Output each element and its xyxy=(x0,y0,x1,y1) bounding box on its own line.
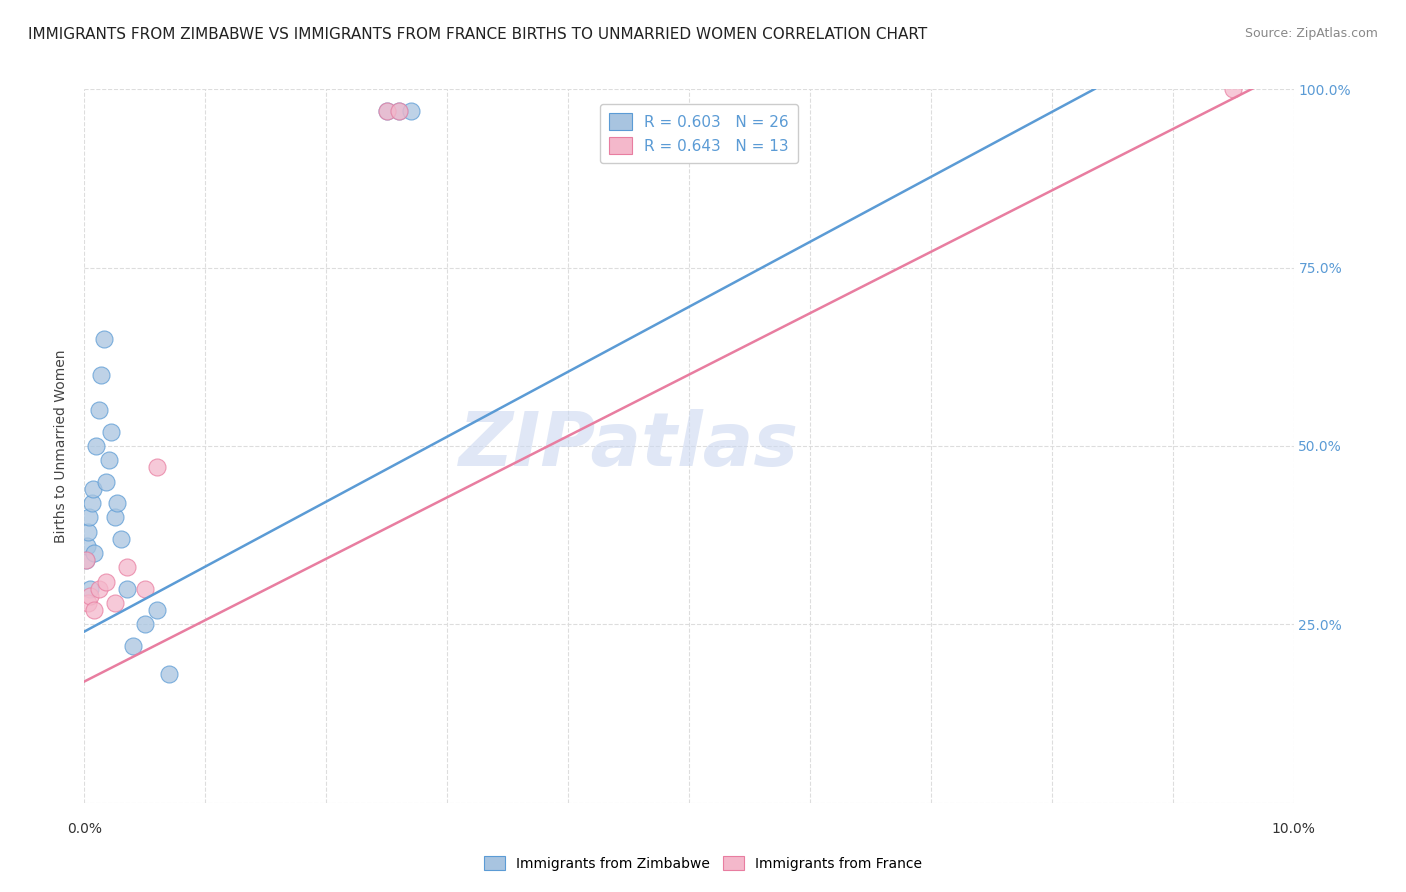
Point xyxy=(77,596,100,610)
Point xyxy=(86,439,108,453)
Point xyxy=(87,403,110,417)
Text: ZIPatlas: ZIPatlas xyxy=(458,409,799,483)
Point xyxy=(399,103,422,118)
Point xyxy=(97,453,120,467)
Point xyxy=(134,617,156,632)
Point xyxy=(110,532,132,546)
Point xyxy=(82,482,104,496)
Point xyxy=(90,368,112,382)
Point xyxy=(157,667,180,681)
Point xyxy=(75,553,97,567)
Point xyxy=(115,560,138,574)
Point xyxy=(79,589,101,603)
Point xyxy=(75,553,97,567)
Point xyxy=(100,425,122,439)
Point xyxy=(94,475,117,489)
Point xyxy=(80,496,103,510)
Point xyxy=(104,510,127,524)
Point xyxy=(134,582,156,596)
Point xyxy=(93,332,115,346)
Point xyxy=(77,510,100,524)
Point xyxy=(1222,82,1244,96)
Point xyxy=(87,582,110,596)
Point xyxy=(79,582,101,596)
Point xyxy=(105,496,128,510)
Point xyxy=(146,460,169,475)
Text: 10.0%: 10.0% xyxy=(1271,822,1316,837)
Point xyxy=(375,103,398,118)
Point xyxy=(104,596,127,610)
Y-axis label: Births to Unmarried Women: Births to Unmarried Women xyxy=(55,350,69,542)
Text: 0.0%: 0.0% xyxy=(67,822,101,837)
Text: IMMIGRANTS FROM ZIMBABWE VS IMMIGRANTS FROM FRANCE BIRTHS TO UNMARRIED WOMEN COR: IMMIGRANTS FROM ZIMBABWE VS IMMIGRANTS F… xyxy=(28,27,928,42)
Point xyxy=(77,524,100,539)
Point xyxy=(388,103,411,118)
Point xyxy=(83,546,105,560)
Point xyxy=(83,603,105,617)
Point xyxy=(375,103,398,118)
Point xyxy=(76,539,98,553)
Legend: Immigrants from Zimbabwe, Immigrants from France: Immigrants from Zimbabwe, Immigrants fro… xyxy=(478,850,928,876)
Point xyxy=(121,639,143,653)
Point xyxy=(388,103,411,118)
Point xyxy=(146,603,169,617)
Text: Source: ZipAtlas.com: Source: ZipAtlas.com xyxy=(1244,27,1378,40)
Legend: R = 0.603   N = 26, R = 0.643   N = 13: R = 0.603 N = 26, R = 0.643 N = 13 xyxy=(600,104,799,163)
Point xyxy=(115,582,138,596)
Point xyxy=(94,574,117,589)
